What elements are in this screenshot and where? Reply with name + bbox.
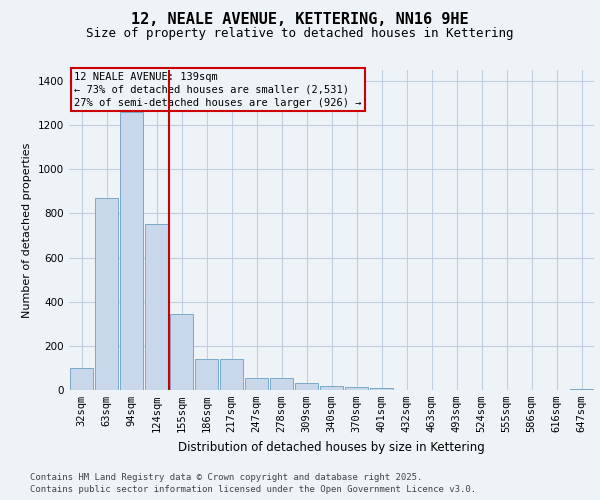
Bar	[95, 198, 118, 390]
Bar	[245, 378, 268, 390]
Bar	[345, 387, 368, 390]
Bar	[370, 388, 393, 390]
Bar	[220, 359, 243, 390]
X-axis label: Distribution of detached houses by size in Kettering: Distribution of detached houses by size …	[178, 440, 485, 454]
Bar	[195, 359, 218, 390]
Bar	[170, 314, 193, 390]
Text: 12 NEALE AVENUE: 139sqm
← 73% of detached houses are smaller (2,531)
27% of semi: 12 NEALE AVENUE: 139sqm ← 73% of detache…	[74, 72, 362, 108]
Bar	[70, 368, 93, 390]
Text: Contains public sector information licensed under the Open Government Licence v3: Contains public sector information licen…	[30, 485, 476, 494]
Bar	[270, 378, 293, 390]
Text: Contains HM Land Registry data © Crown copyright and database right 2025.: Contains HM Land Registry data © Crown c…	[30, 472, 422, 482]
Bar	[120, 112, 143, 390]
Text: 12, NEALE AVENUE, KETTERING, NN16 9HE: 12, NEALE AVENUE, KETTERING, NN16 9HE	[131, 12, 469, 28]
Bar	[295, 384, 318, 390]
Y-axis label: Number of detached properties: Number of detached properties	[22, 142, 32, 318]
Bar	[145, 224, 168, 390]
Bar	[570, 389, 593, 390]
Bar	[320, 386, 343, 390]
Text: Size of property relative to detached houses in Kettering: Size of property relative to detached ho…	[86, 28, 514, 40]
